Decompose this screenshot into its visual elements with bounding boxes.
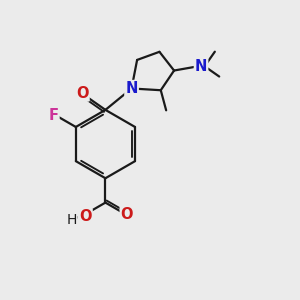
Text: O: O: [76, 85, 88, 100]
Text: N: N: [195, 59, 207, 74]
Text: F: F: [49, 108, 58, 123]
Text: N: N: [125, 81, 138, 96]
Text: O: O: [121, 207, 133, 222]
Text: O: O: [79, 209, 92, 224]
Text: H: H: [66, 213, 76, 227]
